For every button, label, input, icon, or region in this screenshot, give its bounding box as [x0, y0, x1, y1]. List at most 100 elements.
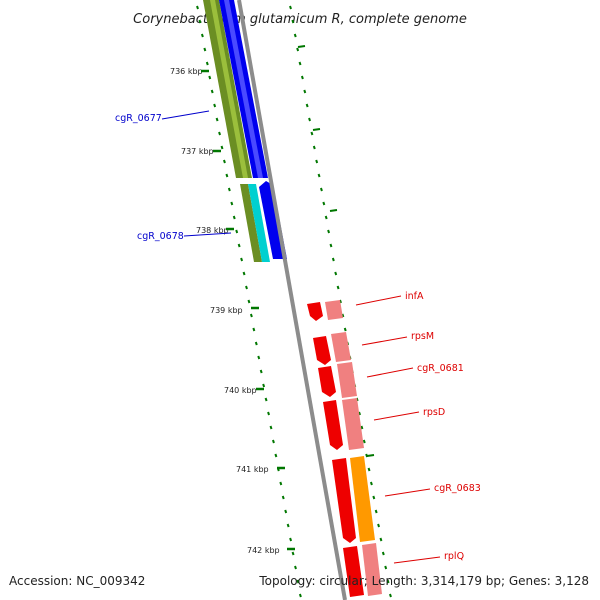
ring-major-tick	[366, 454, 375, 457]
ring-dot	[225, 173, 229, 178]
ring-dot	[358, 411, 361, 416]
tick-label: 737 kbp	[181, 147, 214, 156]
tick-marks: 736 kbp 737 kbp 738 kbp 739 kbp 740 kbp 741 k…	[170, 67, 295, 555]
ring-dot	[198, 19, 202, 24]
ring-dot	[291, 551, 295, 556]
tick-label: 741 kbp	[236, 465, 269, 474]
tick-label: 736 kbp	[170, 67, 203, 76]
ring-dot	[308, 117, 311, 122]
gene-rpsM-cog	[331, 332, 351, 362]
ring-dot	[245, 285, 248, 290]
tick-label: 739 kbp	[210, 306, 243, 315]
ring-dot	[334, 271, 338, 276]
ring-dot	[242, 271, 246, 276]
ring-dot	[279, 481, 283, 486]
ring-dot	[281, 495, 285, 500]
cog-band-olive-highlight	[210, 0, 248, 178]
gene-label[interactable]: cgR_0678	[137, 231, 184, 242]
cds-reverse-track	[307, 300, 382, 597]
tick-label: 742 kbp	[247, 546, 280, 555]
ring-dot	[315, 159, 319, 164]
ring-dot	[227, 187, 231, 192]
ring-dot	[274, 453, 278, 458]
gene-label[interactable]: cgR_0681	[417, 363, 464, 374]
ring-dot	[327, 229, 331, 234]
gene-cgR_0683-cog	[350, 456, 375, 542]
ring-dot	[331, 257, 335, 262]
gene-label[interactable]: rplQ	[444, 551, 464, 562]
gene-rpsD-arrow[interactable]	[323, 400, 343, 450]
gene-cgR_0677-highlight	[224, 0, 263, 178]
ring-dot	[286, 523, 290, 528]
gene-rplQ-arrow[interactable]	[343, 546, 364, 597]
gene-leader-line	[183, 232, 232, 237]
ring-dot	[213, 103, 217, 108]
cog-band-cyan	[248, 184, 270, 262]
ring-dot	[247, 299, 251, 304]
tick-label: 740 kbp	[224, 386, 257, 395]
gene-cgR_0683-arrow[interactable]	[332, 458, 356, 543]
gene-label[interactable]: rpsM	[411, 331, 434, 342]
ring-dot	[254, 341, 258, 346]
gene-infA-cog	[325, 300, 343, 320]
ring-dot	[339, 299, 342, 304]
ring-dot	[223, 159, 226, 164]
ring-dot	[312, 145, 316, 150]
map-title: Corynebacterium glutamicum R, complete g…	[133, 12, 467, 27]
ring-dot	[365, 453, 369, 458]
ring-dot	[384, 565, 388, 570]
ring-dot	[205, 61, 209, 66]
ring-dot	[267, 411, 270, 416]
ring-dot	[218, 131, 221, 136]
gene-label[interactable]: infA	[405, 291, 424, 302]
gene-cgR_0681-arrow[interactable]	[318, 366, 336, 397]
ring-dot	[220, 145, 224, 150]
gene-leader-line	[384, 488, 431, 497]
genome-summary-text: Topology: circular; Length: 3,314,179 bp…	[259, 574, 589, 588]
ring-dot	[377, 523, 381, 528]
ring-dot	[230, 201, 234, 206]
ring-dot	[200, 33, 204, 38]
ring-dot	[289, 537, 293, 542]
ring-dot	[289, 5, 292, 10]
ring-dot	[372, 495, 376, 500]
genome-backbone	[237, 0, 347, 600]
ring-dot	[291, 19, 295, 24]
ring-dot	[322, 201, 326, 206]
ring-dot	[272, 439, 275, 444]
ring-dot	[329, 243, 333, 248]
gene-infA-arrow[interactable]	[307, 302, 323, 321]
gene-labels: cgR_0677 cgR_0678 infA rpsM cgR_0681 rpsD cgR_…	[115, 110, 481, 564]
gene-leader-line	[355, 295, 402, 306]
ring-major-tick	[297, 45, 306, 48]
ring-dot	[319, 187, 323, 192]
ring-dot	[215, 117, 219, 122]
gene-rpsD-cog	[342, 398, 364, 450]
ring-dot	[252, 327, 256, 332]
ring-dot	[298, 593, 302, 598]
ring-dot	[381, 551, 385, 556]
ring-dot	[374, 509, 378, 514]
cog-track-inner	[203, 0, 270, 262]
ring-dot	[298, 61, 302, 66]
ring-dot	[303, 89, 307, 94]
ring-dot	[240, 257, 244, 262]
ring-dot	[362, 439, 366, 444]
gene-label[interactable]: cgR_0677	[115, 113, 162, 124]
gene-leader-line	[161, 110, 210, 120]
gene-rpsM-arrow[interactable]	[313, 336, 331, 365]
ring-major-tick	[329, 209, 338, 212]
ring-dot	[379, 537, 383, 542]
ring-dot	[300, 75, 304, 80]
gene-label[interactable]: cgR_0683	[434, 483, 481, 494]
ring-dot	[341, 313, 345, 318]
ring-dot	[317, 173, 321, 178]
ring-dot	[262, 383, 266, 388]
gene-label[interactable]: rpsD	[423, 407, 445, 418]
ring-dot	[284, 509, 288, 514]
gene-leader-line	[373, 411, 420, 421]
ring-dot	[232, 215, 236, 220]
ring-dot	[389, 593, 392, 598]
ring-dot	[360, 425, 364, 430]
ring-dot	[269, 425, 273, 430]
